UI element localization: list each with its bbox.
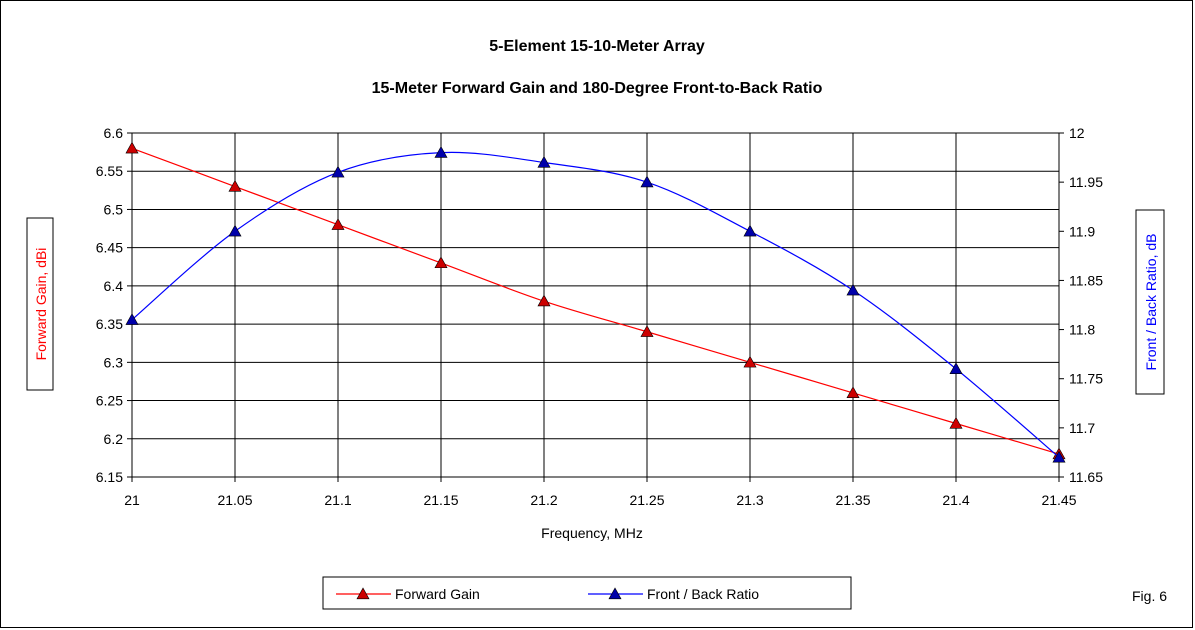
chart-title: 5-Element 15-10-Meter Array xyxy=(489,38,705,55)
plot-area xyxy=(131,132,1060,478)
forward-gain-point xyxy=(846,386,860,399)
series-lines xyxy=(125,141,1066,463)
chart-subtitle: 15-Meter Forward Gain and 180-Degree Fro… xyxy=(372,80,823,97)
forward-gain-point xyxy=(949,416,963,429)
x-tick-label: 21.35 xyxy=(835,492,870,508)
gridlines xyxy=(132,133,1059,477)
y-right-tick-label: 11.8 xyxy=(1069,322,1095,338)
front-back-ratio-point xyxy=(846,283,860,296)
front-back-ratio-point xyxy=(331,165,345,178)
x-tick-label: 21.45 xyxy=(1041,492,1076,508)
y-left-tick-label: 6.6 xyxy=(104,125,124,141)
front-back-ratio-point xyxy=(949,362,963,374)
front-back-ratio-point xyxy=(640,175,654,188)
y-right-tick-label: 12 xyxy=(1069,125,1085,141)
y-right-tick-label: 11.65 xyxy=(1069,469,1103,485)
legend-entries: Forward Gain Front / Back Ratio xyxy=(336,586,759,602)
figure-label: Fig. 6 xyxy=(1132,588,1167,604)
y-left-tick-label: 6.4 xyxy=(104,278,124,294)
y-left-tick-label: 6.25 xyxy=(96,393,123,409)
x-tick-label: 21.05 xyxy=(217,492,252,508)
legend-marker-forward-gain xyxy=(356,587,370,600)
forward-gain-point xyxy=(537,294,551,307)
x-tick-label: 21.15 xyxy=(423,492,458,508)
y-left-tick-label: 6.15 xyxy=(96,469,123,485)
forward-gain-point xyxy=(640,325,654,337)
legend-label-front-back-ratio: Front / Back Ratio xyxy=(647,586,759,602)
forward-gain-point xyxy=(434,256,448,269)
y-right-tick-label: 11.9 xyxy=(1069,223,1095,239)
y-right-tick-label: 11.7 xyxy=(1069,420,1095,436)
forward-gain-point xyxy=(743,355,757,368)
y-right-label-box xyxy=(1135,209,1165,395)
y-left-tick-label: 6.2 xyxy=(104,431,124,447)
front-back-ratio-point xyxy=(537,155,551,168)
y-left-tick-label: 6.5 xyxy=(104,201,124,217)
forward-gain-line xyxy=(131,147,1060,455)
forward-gain-point xyxy=(228,179,242,192)
x-tick-label: 21 xyxy=(124,492,140,508)
x-tick-label: 21.4 xyxy=(942,492,969,508)
front-back-ratio-line xyxy=(131,151,1060,458)
forward-gain-point xyxy=(125,141,139,154)
x-axis-label: Frequency, MHz xyxy=(541,525,643,541)
y-right-tick-label: 11.95 xyxy=(1069,174,1103,190)
x-tick-label: 21.2 xyxy=(530,492,557,508)
y-left-label-box xyxy=(26,217,54,391)
forward-gain-point xyxy=(331,218,345,230)
y-right-tick-label: 11.75 xyxy=(1069,371,1103,387)
x-tick-label: 21.3 xyxy=(736,492,763,508)
y-right-tick-label: 11.85 xyxy=(1069,272,1103,288)
front-back-ratio-point xyxy=(434,146,448,158)
front-back-ratio-point xyxy=(1052,450,1066,463)
y-left-tick-label: 6.55 xyxy=(96,163,123,179)
legend-label-forward-gain: Forward Gain xyxy=(395,586,480,602)
y-left-tick-label: 6.3 xyxy=(104,354,124,370)
legend-marker-front-back-ratio xyxy=(608,587,622,600)
front-back-ratio-point xyxy=(228,224,242,237)
y-right-axis-label: Front / Back Ratio, dB xyxy=(1143,234,1159,371)
legend xyxy=(322,576,852,610)
y-left-tick-label: 6.35 xyxy=(96,316,123,332)
x-tick-label: 21.25 xyxy=(629,492,664,508)
front-back-ratio-point xyxy=(125,313,139,325)
y-left-tick-label: 6.45 xyxy=(96,240,123,256)
front-back-ratio-point xyxy=(743,224,757,237)
x-tick-label: 21.1 xyxy=(324,492,351,508)
axis-ticks: 21 21.05 21.1 21.15 21.2 21.25 21.3 21.35 21.4 21… xyxy=(96,125,1103,508)
y-left-axis-label: Forward Gain, dBi xyxy=(33,248,49,361)
